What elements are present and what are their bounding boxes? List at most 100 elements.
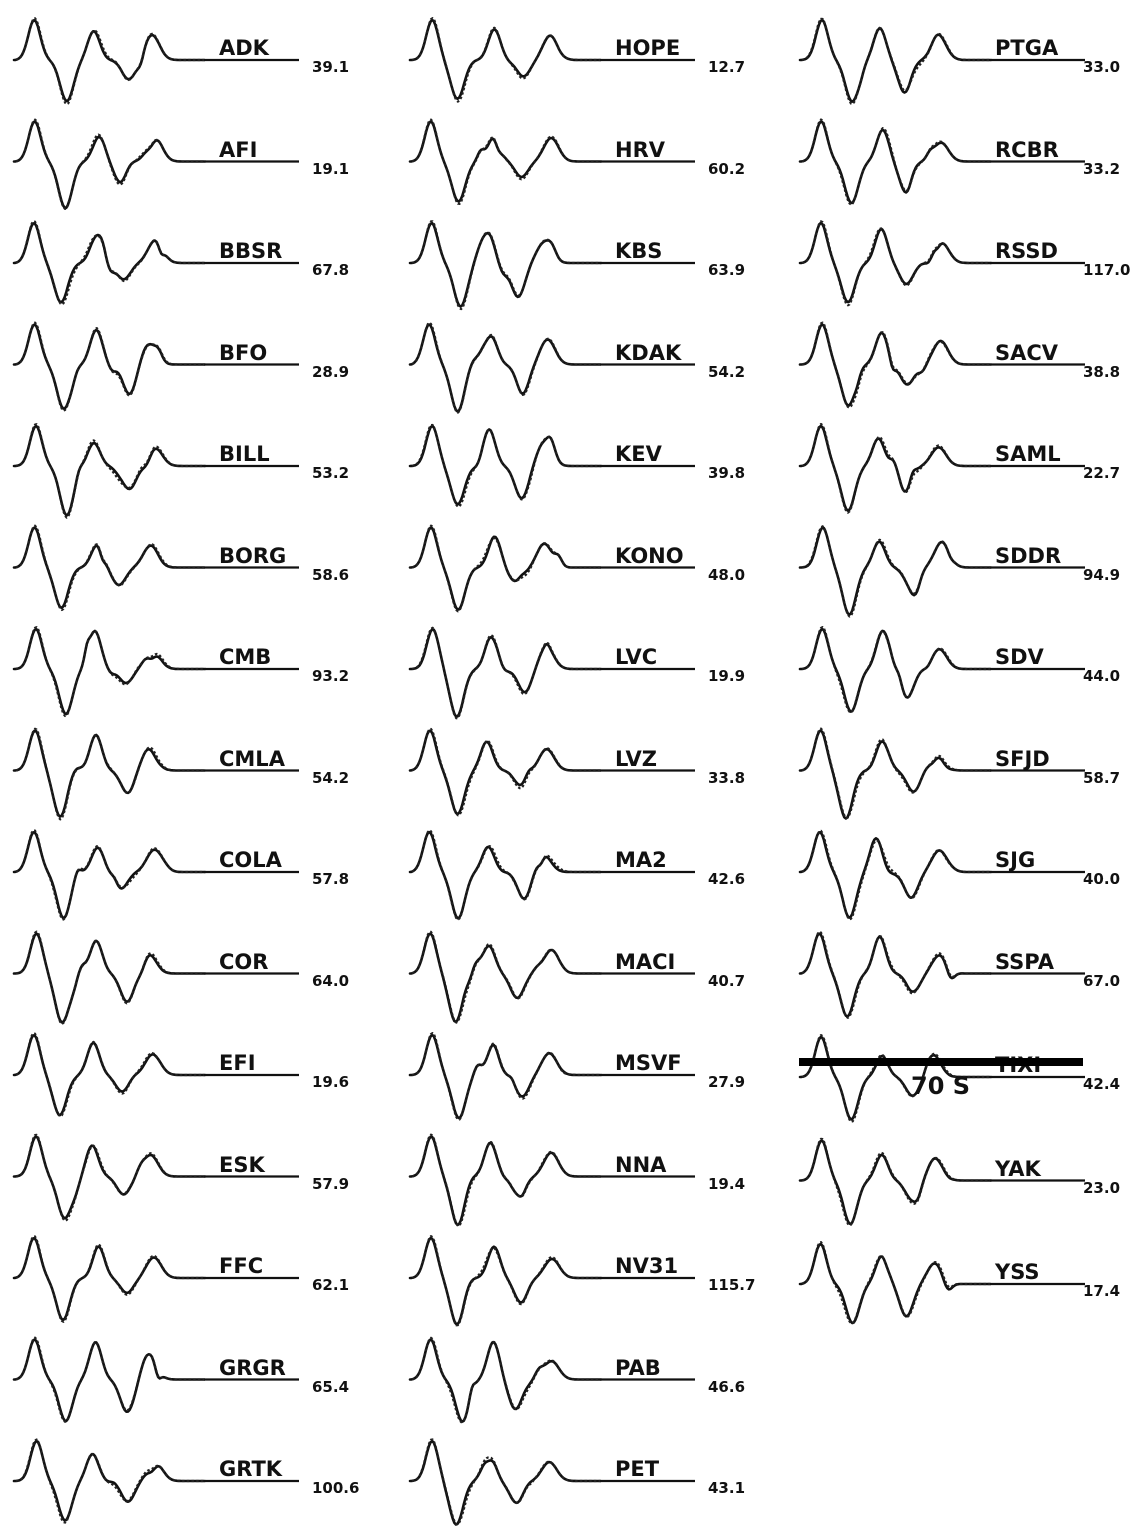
station-value: 60.2 bbox=[708, 159, 746, 178]
station-value: 33.2 bbox=[1083, 159, 1121, 178]
station-value: 63.9 bbox=[708, 261, 746, 279]
observed-trace-maci bbox=[408, 932, 602, 1024]
observed-trace-sdv bbox=[798, 627, 992, 713]
station-label: BBSR bbox=[219, 239, 283, 263]
station-label: MACI bbox=[615, 949, 676, 974]
station-value: 100.6 bbox=[312, 1479, 360, 1497]
station-label: BFO bbox=[219, 340, 268, 365]
observed-trace-cola bbox=[12, 830, 206, 920]
station-value: 64.0 bbox=[312, 971, 350, 990]
station-value: 19.4 bbox=[708, 1174, 746, 1193]
synthetic-trace-bbsr bbox=[15, 220, 206, 306]
observed-trace-saml bbox=[798, 424, 992, 512]
observed-trace-ptga bbox=[798, 18, 992, 103]
synthetic-trace-efi bbox=[15, 1032, 206, 1118]
observed-trace-ma2 bbox=[408, 830, 602, 920]
station-label: NV31 bbox=[615, 1254, 679, 1278]
synthetic-trace-cor bbox=[15, 930, 206, 1025]
observed-trace-ffc bbox=[12, 1236, 206, 1322]
station-value: 54.2 bbox=[708, 362, 746, 381]
synthetic-trace-adk bbox=[15, 17, 206, 106]
observed-trace-lvz bbox=[408, 729, 602, 816]
synthetic-trace-rssd bbox=[801, 220, 992, 307]
station-value: 42.6 bbox=[708, 870, 746, 888]
synthetic-trace-kono bbox=[411, 524, 602, 613]
station-label: FFC bbox=[219, 1254, 264, 1278]
station-value: 43.1 bbox=[708, 1479, 746, 1497]
station-value: 12.7 bbox=[708, 58, 746, 76]
station-value: 46.6 bbox=[708, 1377, 746, 1396]
station-value: 58.6 bbox=[312, 565, 350, 584]
station-label: BILL bbox=[219, 442, 270, 466]
station-value: 67.8 bbox=[312, 261, 350, 279]
observed-trace-grgr bbox=[12, 1338, 206, 1423]
synthetic-trace-rcbr bbox=[801, 118, 992, 206]
observed-trace-kdak bbox=[408, 323, 602, 413]
synthetic-trace-kbs bbox=[411, 220, 602, 311]
station-label: KEV bbox=[615, 442, 662, 466]
observed-trace-pet bbox=[408, 1439, 602, 1526]
station-label: SACV bbox=[995, 340, 1059, 365]
station-label: SDDR bbox=[995, 543, 1062, 568]
station-value: 44.0 bbox=[1083, 667, 1121, 685]
station-value: 54.2 bbox=[312, 768, 350, 787]
scale-bar bbox=[799, 1058, 1083, 1066]
station-label: GRTK bbox=[219, 1457, 283, 1481]
synthetic-trace-yss bbox=[801, 1241, 992, 1325]
observed-trace-rssd bbox=[798, 221, 992, 304]
observed-trace-sjg bbox=[798, 831, 992, 919]
synthetic-trace-nv31 bbox=[411, 1235, 602, 1327]
station-value: 117.0 bbox=[1083, 261, 1131, 279]
synthetic-trace-msvf bbox=[411, 1032, 602, 1121]
station-value: 22.7 bbox=[1083, 464, 1121, 482]
synthetic-trace-lvc bbox=[411, 626, 602, 720]
observed-trace-sfjd bbox=[798, 729, 992, 820]
observed-trace-nv31 bbox=[408, 1236, 602, 1326]
station-label: NNA bbox=[615, 1152, 667, 1177]
station-value: 40.0 bbox=[1083, 870, 1121, 888]
synthetic-trace-pet bbox=[411, 1438, 602, 1526]
station-label: COLA bbox=[219, 848, 282, 872]
station-value: 48.0 bbox=[708, 565, 746, 584]
station-label: SDV bbox=[995, 645, 1044, 669]
synthetic-trace-afi bbox=[15, 118, 206, 210]
station-label: LVC bbox=[615, 645, 658, 669]
synthetic-trace-sddr bbox=[801, 525, 992, 618]
station-label: GRGR bbox=[219, 1355, 286, 1380]
station-label: AFI bbox=[219, 137, 258, 162]
station-value: 19.9 bbox=[708, 667, 746, 685]
observed-trace-kbs bbox=[408, 221, 602, 308]
station-label: RSSD bbox=[995, 239, 1058, 263]
station-label: CMLA bbox=[219, 746, 285, 771]
station-value: 67.0 bbox=[1083, 971, 1121, 990]
observed-trace-grtk bbox=[12, 1439, 206, 1522]
station-label: ADK bbox=[219, 36, 269, 60]
observed-trace-sddr bbox=[798, 526, 992, 616]
station-value: 115.7 bbox=[708, 1276, 756, 1294]
station-label: SFJD bbox=[995, 746, 1050, 771]
synthetic-trace-lvz bbox=[411, 727, 602, 817]
station-label: YAK bbox=[995, 1156, 1041, 1181]
station-label: PTGA bbox=[995, 36, 1059, 60]
observed-trace-pab bbox=[408, 1338, 602, 1423]
observed-trace-msvf bbox=[408, 1033, 602, 1120]
synthetic-trace-maci bbox=[411, 930, 602, 1024]
observed-trace-sacv bbox=[798, 323, 992, 407]
station-label: SAML bbox=[995, 442, 1061, 466]
station-label: COR bbox=[219, 949, 269, 974]
station-value: 58.7 bbox=[1083, 768, 1121, 787]
observed-trace-cmla bbox=[12, 729, 206, 818]
station-value: 38.8 bbox=[1083, 362, 1121, 381]
synthetic-trace-ffc bbox=[15, 1235, 206, 1323]
station-value: 57.9 bbox=[312, 1174, 350, 1193]
synthetic-trace-bill bbox=[15, 423, 206, 519]
synthetic-trace-tixi bbox=[801, 1034, 992, 1123]
station-label: ESK bbox=[219, 1152, 265, 1177]
observed-trace-afi bbox=[12, 120, 206, 210]
station-value: 23.0 bbox=[1083, 1178, 1121, 1197]
station-value: 40.7 bbox=[708, 971, 746, 990]
station-label: SJG bbox=[995, 848, 1036, 872]
synthetic-trace-ptga bbox=[801, 17, 992, 105]
synthetic-trace-sfjd bbox=[801, 727, 992, 820]
